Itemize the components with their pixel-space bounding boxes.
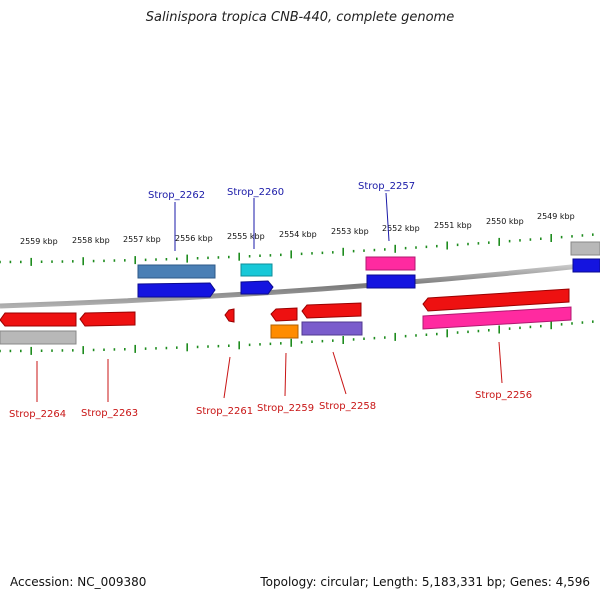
genome-backbone: [0, 261, 600, 309]
gene-block[interactable]: [572, 258, 600, 273]
kbp-label: 2551 kbp: [434, 221, 472, 230]
gene-arrow[interactable]: [422, 288, 570, 312]
kbp-label: 2554 kbp: [279, 230, 317, 239]
accession-text: Accession: NC_009380: [10, 575, 147, 589]
kbp-label: 2556 kbp: [175, 234, 213, 243]
gene-block[interactable]: [240, 263, 273, 277]
gene-label[interactable]: Strop_2257: [358, 181, 415, 192]
gene-arrow[interactable]: [137, 282, 216, 298]
gene-label[interactable]: Strop_2258: [319, 401, 376, 412]
gene-arrow[interactable]: [270, 307, 298, 322]
gene-arrow[interactable]: [240, 280, 274, 295]
reverse-features: [0, 288, 572, 345]
gene-block[interactable]: [270, 324, 299, 339]
gene-label[interactable]: Strop_2256: [475, 390, 532, 401]
gene-block[interactable]: [301, 321, 363, 336]
gene-label[interactable]: Strop_2264: [9, 409, 66, 420]
kbp-label: 2552 kbp: [382, 224, 420, 233]
gene-label[interactable]: Strop_2262: [148, 190, 205, 201]
gene-label[interactable]: Strop_2260: [227, 187, 284, 198]
label-connectors: [36, 192, 503, 402]
gene-arrow[interactable]: [301, 302, 362, 319]
genome-summary-text: Topology: circular; Length: 5,183,331 bp…: [260, 575, 590, 589]
gene-arrow[interactable]: [79, 311, 136, 327]
tick-row-top: [0, 233, 594, 266]
gene-label[interactable]: Strop_2263: [81, 408, 138, 419]
kbp-label: 2558 kbp: [72, 236, 110, 245]
gene-block[interactable]: [570, 241, 600, 256]
forward-features: [137, 241, 600, 298]
gene-labels: Strop_2262 Strop_2260 Strop_2257 Strop_2…: [9, 181, 532, 420]
gene-arrow[interactable]: [224, 308, 235, 323]
kbp-label: 2555 kbp: [227, 232, 265, 241]
gene-block[interactable]: [0, 330, 77, 345]
kbp-label: 2550 kbp: [486, 217, 524, 226]
kbp-label: 2553 kbp: [331, 227, 369, 236]
kbp-label: 2549 kbp: [537, 212, 575, 221]
kbp-scale: 2559 kbp 2558 kbp 2557 kbp 2556 kbp 2555…: [20, 212, 575, 246]
kbp-label: 2559 kbp: [20, 237, 58, 246]
gene-label[interactable]: Strop_2261: [196, 406, 253, 417]
gene-block[interactable]: [366, 274, 416, 289]
map-title: Salinispora tropica CNB-440, complete ge…: [145, 10, 455, 25]
kbp-label: 2557 kbp: [123, 235, 161, 244]
gene-block[interactable]: [422, 306, 572, 330]
gene-block[interactable]: [137, 264, 216, 279]
gene-block[interactable]: [365, 256, 416, 271]
gene-arrow[interactable]: [0, 312, 77, 327]
gene-label[interactable]: Strop_2259: [257, 403, 314, 414]
tick-row-bottom: [0, 320, 594, 355]
